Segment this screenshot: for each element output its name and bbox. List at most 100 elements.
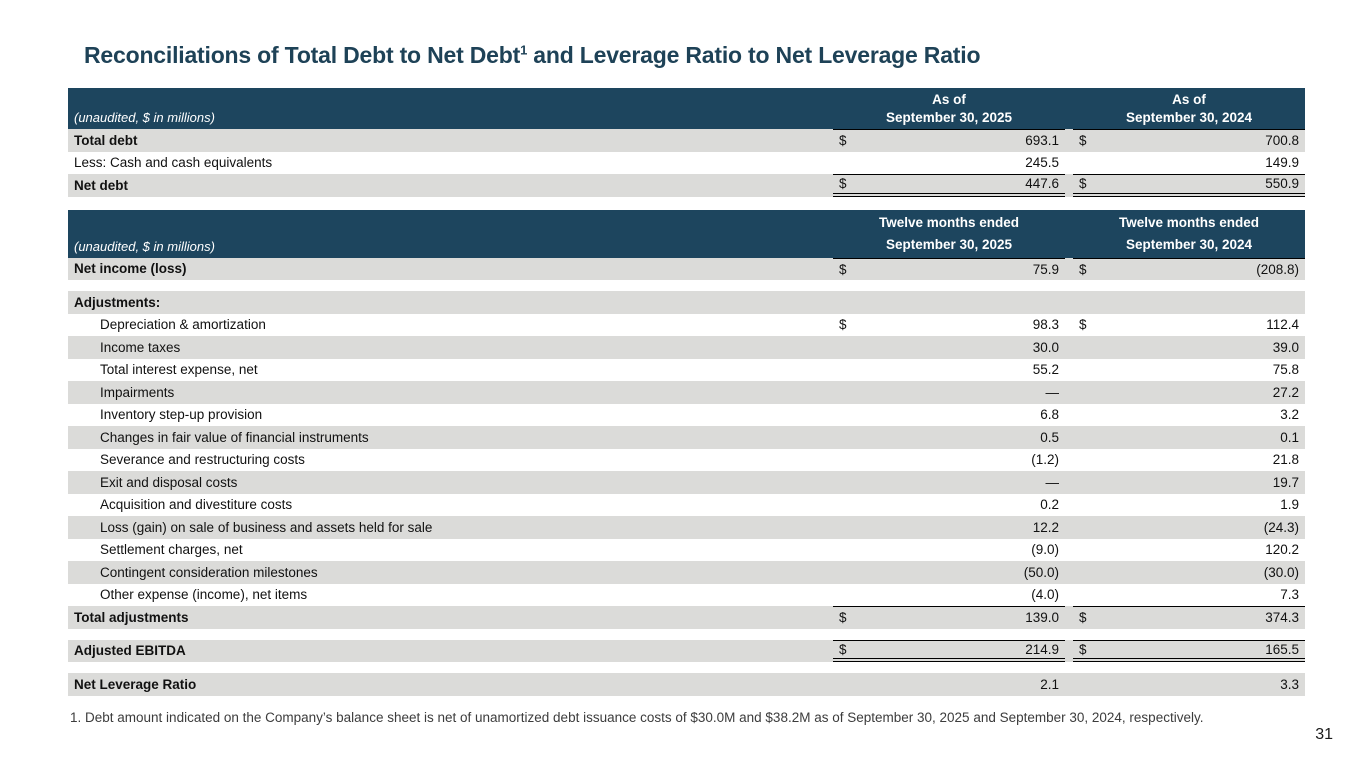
table-row: Less: Cash and cash equivalents 245.5 149.… [68,152,1305,175]
value: 447.6 [1025,176,1059,192]
value: 6.8 [1040,407,1059,423]
value-cell-2025: — [833,471,1065,494]
table-net-debt: (unaudited, $ in millions) As of Septemb… [68,88,1305,197]
value-cell-2024: 21.8 [1073,449,1305,472]
dollar-sign: $ [1079,176,1087,192]
value-cell-2025: $447.6 [833,174,1065,197]
column-gap [1065,673,1073,696]
column-gap [1065,359,1073,382]
table-row: Adjustments: [68,291,1305,314]
column-gap [1065,516,1073,539]
column-gap [1065,584,1073,607]
value: 139.0 [1025,610,1059,626]
row-label: Inventory step-up provision [100,407,263,423]
table-row: Acquisition and divestiture costs 0.2 1.9 [68,494,1305,517]
title-footnote-marker: 1 [520,42,528,58]
value-cell-2025: $214.9 [833,639,1065,662]
table1-rows: Total debt $693.1 $700.8 Less: Cash and cas… [68,129,1305,197]
row-label: Net debt [74,177,128,193]
value: 75.8 [1272,362,1299,378]
row-label: Impairments [100,384,175,400]
value: (1.2) [1031,452,1059,468]
value-cell-2024: 1.9 [1073,494,1305,517]
dollar-sign: $ [839,317,847,333]
value: (4.0) [1031,587,1059,603]
table1-col-2024-header: As of September 30, 2024 [1073,88,1305,129]
value-cell-2025: (1.2) [833,449,1065,472]
page-title: Reconciliations of Total Debt to Net Deb… [84,42,981,69]
value: 7.3 [1280,587,1299,603]
table1-header-gap [1065,88,1073,129]
spacer-row [68,280,1305,291]
value: — [1045,384,1060,400]
page-number: 31 [1315,726,1333,743]
row-label: Contingent consideration milestones [100,564,318,580]
row-label: Exit and disposal costs [100,474,238,490]
value: — [1045,474,1060,490]
value: 165.5 [1265,641,1299,657]
column-gap [1065,314,1073,337]
table-row: Net income (loss) $75.9 $ (208.8) [68,257,1305,281]
value-cell-2024: (30.0) [1073,561,1305,584]
value-cell-2025: 12.2 [833,516,1065,539]
column-gap [1065,404,1073,427]
table-row: Exit and disposal costs — 19.7 [68,471,1305,494]
value-cell-2024: 75.8 [1073,359,1305,382]
value-cell-2025: 0.2 [833,494,1065,517]
table2-col-2025-line2: September 30, 2025 [885,237,1013,252]
dollar-sign: $ [839,176,847,192]
value: 214.9 [1025,641,1059,657]
table-row: Inventory step-up provision 6.8 3.2 [68,404,1305,427]
value-cell-2025 [833,291,1065,314]
value: (30.0) [1263,564,1299,580]
row-label: Total debt [74,132,138,148]
table-row: Adjusted EBITDA $214.9 $165.5 [68,639,1305,663]
table2-col-2025-header: Twelve months ended September 30, 2025 [833,210,1065,258]
value: 2.1 [1040,676,1059,692]
value-cell-2024: 7.3 [1073,584,1305,607]
table-row: Contingent consideration milestones (50.0… [68,561,1305,584]
column-gap [1065,336,1073,359]
value-cell-2024: 0.1 [1073,426,1305,449]
table-row: Other expense (income), net items (4.0) 7.… [68,584,1305,607]
column-gap [1065,494,1073,517]
value: 21.8 [1272,452,1299,468]
table2-col-2025-line1: Twelve months ended [878,215,1020,230]
table-row: Severance and restructuring costs (1.2) 21… [68,449,1305,472]
table2-header-gap [1065,210,1073,258]
table1-col-2024-line2: September 30, 2024 [1125,110,1253,125]
row-label: Settlement charges, net [100,542,243,558]
value-cell-2025: 0.5 [833,426,1065,449]
value-cell-2025: 245.5 [833,152,1065,175]
value-cell-2024: 3.3 [1073,673,1305,696]
value: 149.9 [1265,155,1299,171]
value-cell-2024: 3.2 [1073,404,1305,427]
value: (24.3) [1263,519,1299,535]
row-label: Net Leverage Ratio [74,676,197,692]
table-row: Total interest expense, net 55.2 75.8 [68,359,1305,382]
column-gap [1065,426,1073,449]
value-cell-2024: $165.5 [1073,639,1305,662]
footnote: 1. Debt amount indicated on the Company’… [70,709,1204,725]
row-label: Severance and restructuring costs [100,452,305,468]
dollar-sign: $ [1079,641,1087,657]
row-label: Other expense (income), net items [100,587,308,603]
value-cell-2024: $ (208.8) [1073,257,1305,281]
value-cell-2025: — [833,381,1065,404]
dollar-sign: $ [1079,610,1087,626]
table-net-leverage: (unaudited, $ in millions) Twelve months… [68,209,1305,696]
table-row: Changes in fair value of financial instr… [68,426,1305,449]
column-gap [1065,640,1073,663]
value: 1.9 [1280,497,1299,513]
column-gap [1065,258,1073,281]
value: 39.0 [1272,339,1299,355]
value-cell-2025: 30.0 [833,336,1065,359]
table1-header-band: (unaudited, $ in millions) As of Septemb… [68,88,1305,129]
dollar-sign: $ [1079,317,1087,333]
row-label: Adjusted EBITDA [74,643,186,659]
column-gap [1065,174,1073,197]
column-gap [1065,539,1073,562]
value: (9.0) [1031,542,1059,558]
table-row: Net Leverage Ratio 2.1 3.3 [68,673,1305,696]
